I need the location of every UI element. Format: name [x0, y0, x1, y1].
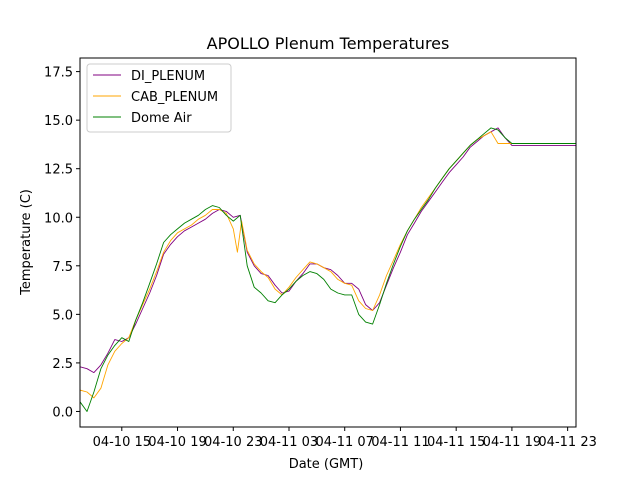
legend-label: DI_PLENUM [131, 69, 205, 84]
x-tick-label: 04-11 11 [371, 435, 429, 450]
series-line-di-plenum [80, 127, 576, 374]
y-axis: 0.0 2.5 5.0 7.5 10.0 12.5 15.0 17.5 [44, 66, 80, 420]
series-layer [80, 127, 576, 412]
y-tick-label: 10.0 [44, 211, 73, 226]
chart-title: APOLLO Plenum Temperatures [207, 34, 450, 53]
x-tick-label: 04-11 07 [315, 435, 373, 450]
x-tick-label: 04-10 23 [204, 435, 262, 450]
legend: DI_PLENUM CAB_PLENUM Dome Air [86, 63, 232, 133]
legend-label: Dome Air [131, 111, 192, 126]
y-tick-label: 2.5 [52, 357, 73, 372]
series-line-dome-air [80, 127, 576, 412]
y-axis-label: Temperature (C) [19, 189, 34, 296]
y-tick-label: 7.5 [52, 260, 73, 275]
x-tick-label: 04-11 23 [538, 435, 596, 450]
x-tick-label: 04-10 19 [148, 435, 206, 450]
plot-frame [79, 57, 577, 428]
y-tick-label: 5.0 [52, 308, 73, 323]
x-axis-label: Date (GMT) [289, 457, 364, 472]
x-tick-label: 04-10 15 [93, 435, 151, 450]
x-tick-label: 04-11 19 [483, 435, 541, 450]
legend-box [86, 63, 232, 133]
y-tick-label: 17.5 [44, 66, 73, 81]
y-tick-label: 12.5 [44, 163, 73, 178]
y-tick-label: 0.0 [52, 405, 73, 420]
y-tick-label: 15.0 [44, 114, 73, 129]
legend-label: CAB_PLENUM [131, 90, 218, 105]
series-line-cab-plenum [80, 131, 576, 399]
x-tick-label: 04-11 15 [427, 435, 485, 450]
x-tick-label: 04-11 03 [260, 435, 318, 450]
